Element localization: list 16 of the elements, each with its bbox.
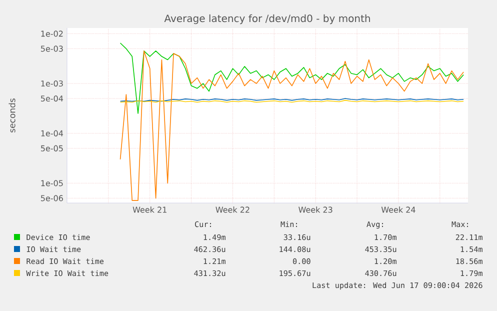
x-tick-label: Week 22 bbox=[216, 206, 250, 213]
y-tick-label: 5e-04 bbox=[41, 95, 64, 102]
y-tick-label: 1e-04 bbox=[41, 130, 64, 136]
y-tick-label: 5e-06 bbox=[41, 195, 63, 202]
y-tick-label: 5e-05 bbox=[41, 145, 63, 152]
line-series bbox=[120, 42, 464, 114]
y-tick-label: 1e-05 bbox=[41, 180, 63, 186]
chart-title: Average latency for /dev/md0 - by month bbox=[164, 14, 370, 24]
line-series bbox=[120, 50, 464, 201]
y-tick-label: 1e-03 bbox=[41, 80, 63, 87]
y-tick-label: 1e-02 bbox=[41, 30, 63, 37]
y-tick-label: 5e-03 bbox=[41, 46, 63, 52]
y-axis-title: seconds bbox=[8, 98, 16, 132]
x-tick-label: Week 21 bbox=[132, 206, 166, 213]
x-tick-label: Week 23 bbox=[298, 206, 332, 213]
x-tick-label: Week 24 bbox=[381, 206, 416, 213]
